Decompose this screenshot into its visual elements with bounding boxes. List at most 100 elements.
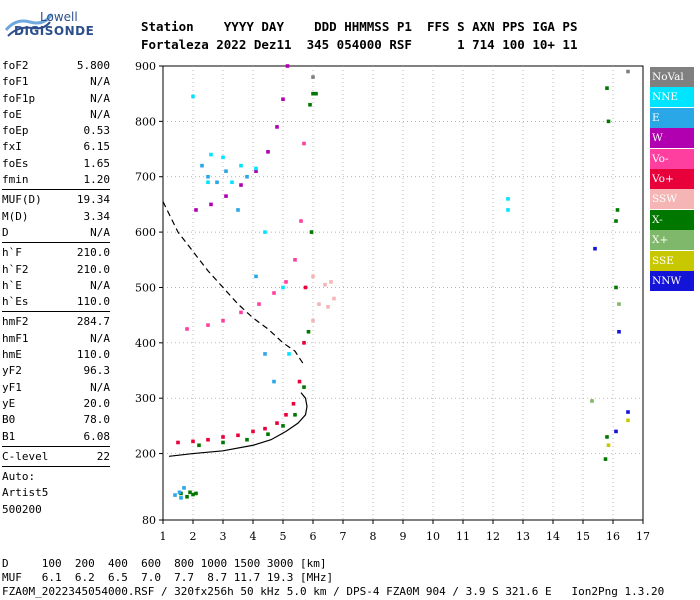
param-row: B1 6.08 bbox=[2, 429, 110, 445]
echo-point bbox=[606, 119, 611, 124]
echo-point bbox=[215, 180, 219, 185]
echo-point bbox=[224, 169, 228, 173]
param-key: fxI bbox=[2, 140, 22, 154]
echo-point bbox=[209, 152, 213, 157]
param-row: foF1 N/A bbox=[2, 74, 110, 90]
echo-point bbox=[182, 486, 186, 490]
echo-point bbox=[590, 399, 594, 403]
echo-point bbox=[254, 166, 258, 171]
echo-point bbox=[266, 150, 270, 154]
echo-point bbox=[224, 194, 228, 198]
echo-point bbox=[297, 379, 302, 384]
y-tick-label: 200 bbox=[135, 448, 156, 461]
legend-item-nne: NNE bbox=[650, 87, 694, 108]
param-row: foEs 1.65 bbox=[2, 156, 110, 172]
scaled-parameters-panel: foF2 5.800 foF1 N/A foF1p N/A foE N/A foEp 0.53 fx… bbox=[2, 58, 110, 518]
param-key: foF1p bbox=[2, 91, 36, 105]
logo-line1: Lowell bbox=[40, 10, 78, 24]
param-row: fxI 6.15 bbox=[2, 139, 110, 155]
x-tick-label: 4 bbox=[250, 530, 257, 543]
echo-point bbox=[606, 443, 611, 448]
param-key: foE bbox=[2, 107, 22, 121]
echo-point bbox=[311, 75, 315, 79]
param-value: 22 bbox=[96, 449, 110, 463]
legend-item-w: W bbox=[650, 128, 694, 149]
param-row: C-level 22 bbox=[2, 449, 110, 465]
param-row: MUF(D) 19.34 bbox=[2, 192, 110, 208]
param-key: hmF2 bbox=[2, 315, 29, 329]
param-value: 6.15 bbox=[83, 140, 111, 154]
echo-point bbox=[291, 401, 296, 406]
x-tick-label: 17 bbox=[636, 530, 650, 543]
echo-point bbox=[281, 97, 285, 102]
param-value: 1.20 bbox=[83, 173, 111, 187]
echo-point bbox=[230, 180, 234, 185]
echo-point bbox=[306, 329, 311, 334]
echo-point bbox=[173, 493, 177, 497]
echo-point bbox=[281, 424, 285, 428]
echo-point bbox=[179, 496, 183, 500]
x-tick-label: 2 bbox=[190, 530, 197, 543]
param-row: B0 78.0 bbox=[2, 412, 110, 428]
echo-point bbox=[194, 491, 198, 496]
legend-item-x-: X- bbox=[650, 209, 694, 230]
footer-muf-row: MUF 6.1 6.2 6.5 7.0 7.7 8.7 11.7 19.3 [M… bbox=[2, 571, 334, 584]
param-value: 110.0 bbox=[76, 348, 110, 362]
legend-item-e: E bbox=[650, 107, 694, 128]
param-value: N/A bbox=[90, 91, 110, 105]
x-tick-label: 3 bbox=[220, 530, 227, 543]
param-key: Auto: bbox=[2, 470, 36, 484]
param-row: foF2 5.800 bbox=[2, 58, 110, 74]
echo-point bbox=[275, 421, 279, 425]
param-key: 500200 bbox=[2, 502, 42, 516]
param-value: 3.34 bbox=[83, 209, 111, 223]
echo-point bbox=[239, 183, 243, 187]
param-separator bbox=[2, 242, 110, 244]
echo-point bbox=[284, 413, 288, 417]
echo-point bbox=[263, 352, 267, 356]
y-tick-label: 300 bbox=[135, 392, 156, 405]
param-key: hmF1 bbox=[2, 331, 29, 345]
plot-frame bbox=[162, 65, 644, 521]
param-key: h`F bbox=[2, 246, 22, 260]
echo-point bbox=[287, 352, 291, 356]
echo-point bbox=[236, 208, 240, 212]
echo-point bbox=[614, 285, 618, 290]
header-line1: Station YYYY DAY DDD HHMMSS P1 FFS S AXN… bbox=[141, 19, 578, 34]
legend-item-nnw: NNW bbox=[650, 270, 694, 291]
legend-item-noval: NoVal bbox=[650, 67, 694, 87]
echo-point bbox=[617, 302, 621, 306]
echo-point bbox=[194, 208, 198, 212]
echo-point bbox=[281, 285, 285, 290]
echo-point bbox=[275, 125, 279, 129]
param-separator bbox=[2, 311, 110, 313]
echo-point bbox=[272, 379, 276, 384]
param-value: 110.0 bbox=[76, 295, 110, 309]
x-tick-label: 11 bbox=[456, 530, 470, 543]
x-tick-label: 8 bbox=[370, 530, 377, 543]
param-key: hmE bbox=[2, 348, 22, 362]
x-tick-label: 12 bbox=[486, 530, 500, 543]
param-row: foF1p N/A bbox=[2, 91, 110, 107]
param-key: B0 bbox=[2, 413, 16, 427]
echo-point bbox=[603, 457, 608, 461]
echo-point bbox=[329, 280, 333, 284]
y-tick-label: 900 bbox=[135, 60, 156, 73]
echo-point bbox=[605, 86, 609, 90]
echo-point bbox=[236, 433, 240, 438]
echo-point bbox=[326, 305, 330, 309]
echo-point bbox=[614, 219, 618, 223]
echo-point bbox=[614, 429, 618, 434]
echo-point bbox=[615, 208, 620, 212]
param-row: 500200 bbox=[2, 502, 110, 518]
y-tick-label: 500 bbox=[135, 281, 156, 294]
echo-point bbox=[200, 163, 204, 168]
param-value: 210.0 bbox=[76, 246, 110, 260]
echo-point bbox=[506, 208, 510, 212]
x-tick-label: 1 bbox=[160, 530, 167, 543]
echo-point bbox=[317, 302, 321, 306]
param-key: foEp bbox=[2, 124, 29, 138]
echo-point bbox=[206, 180, 210, 185]
x-tick-label: 10 bbox=[426, 530, 440, 543]
